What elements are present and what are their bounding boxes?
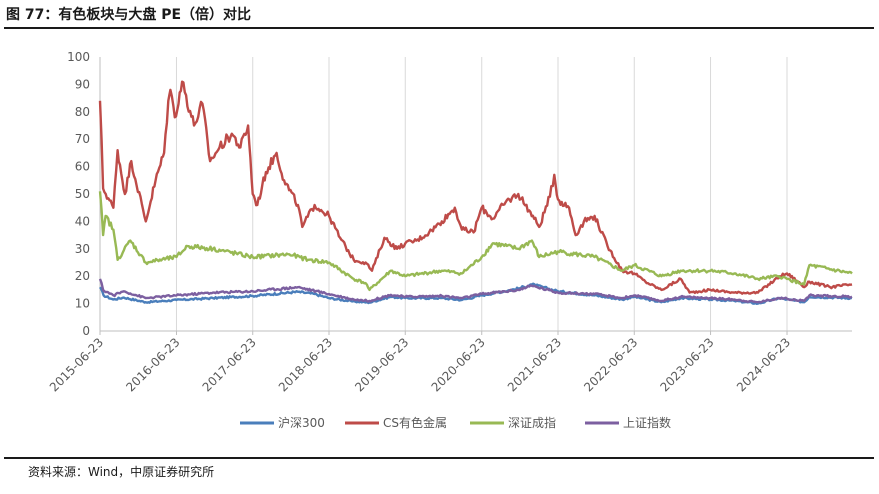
series-line-2: [98, 191, 853, 292]
x-tick-label: 2017-06-23: [200, 335, 259, 394]
figure-title: 图 77：有色板块与大盘 PE（倍）对比: [6, 7, 252, 23]
source-note: 资料来源：Wind，中原证券研究所: [28, 465, 215, 479]
series-line-1: [98, 80, 853, 295]
series-line-3: [98, 278, 853, 304]
y-tick-label: 90: [75, 77, 90, 91]
x-tick-label: 2019-06-23: [352, 335, 411, 394]
y-axis-ticks: 0 10 20 30 40 50 60 70 80 90 100: [67, 50, 90, 338]
x-tick-label: 2018-06-23: [276, 335, 335, 394]
legend-label-1: CS有色金属: [383, 415, 447, 430]
legend-label-2: 深证成指: [508, 415, 556, 430]
legend: 沪深300 CS有色金属 深证成指 上证指数: [240, 415, 671, 430]
bottom-divider: [4, 457, 874, 459]
x-tick-label: 2023-06-23: [657, 335, 716, 394]
grid-lines: [175, 57, 788, 331]
pe-line-chart: 0 10 20 30 40 50 60 70 80 90 100 2015-06-23 2016-06…: [47, 50, 853, 430]
axes: [99, 57, 852, 332]
legend-label-3: 上证指数: [623, 415, 671, 430]
x-tick-label: 2022-06-23: [581, 335, 640, 394]
top-divider: [4, 27, 874, 29]
y-tick-label: 50: [75, 187, 90, 201]
legend-label-0: 沪深300: [278, 416, 325, 430]
y-tick-label: 70: [75, 132, 90, 146]
y-tick-label: 20: [75, 269, 90, 283]
y-tick-label: 80: [75, 105, 90, 119]
x-tick-label: 2020-06-23: [429, 335, 488, 394]
x-tick-label: 2021-06-23: [505, 335, 564, 394]
y-tick-label: 30: [75, 242, 90, 256]
series-lines: [98, 80, 853, 305]
x-tick-label: 2024-06-23: [734, 335, 793, 394]
x-tick-label: 2016-06-23: [123, 335, 182, 394]
y-tick-label: 10: [75, 297, 90, 311]
x-tick-label: 2015-06-23: [47, 335, 106, 394]
x-axis-ticks: 2015-06-23 2016-06-23 2017-06-23 2018-06-23…: [47, 331, 793, 394]
y-tick-label: 100: [67, 50, 90, 64]
y-tick-label: 40: [75, 214, 90, 228]
y-tick-label: 0: [82, 324, 90, 338]
y-tick-label: 60: [75, 160, 90, 174]
